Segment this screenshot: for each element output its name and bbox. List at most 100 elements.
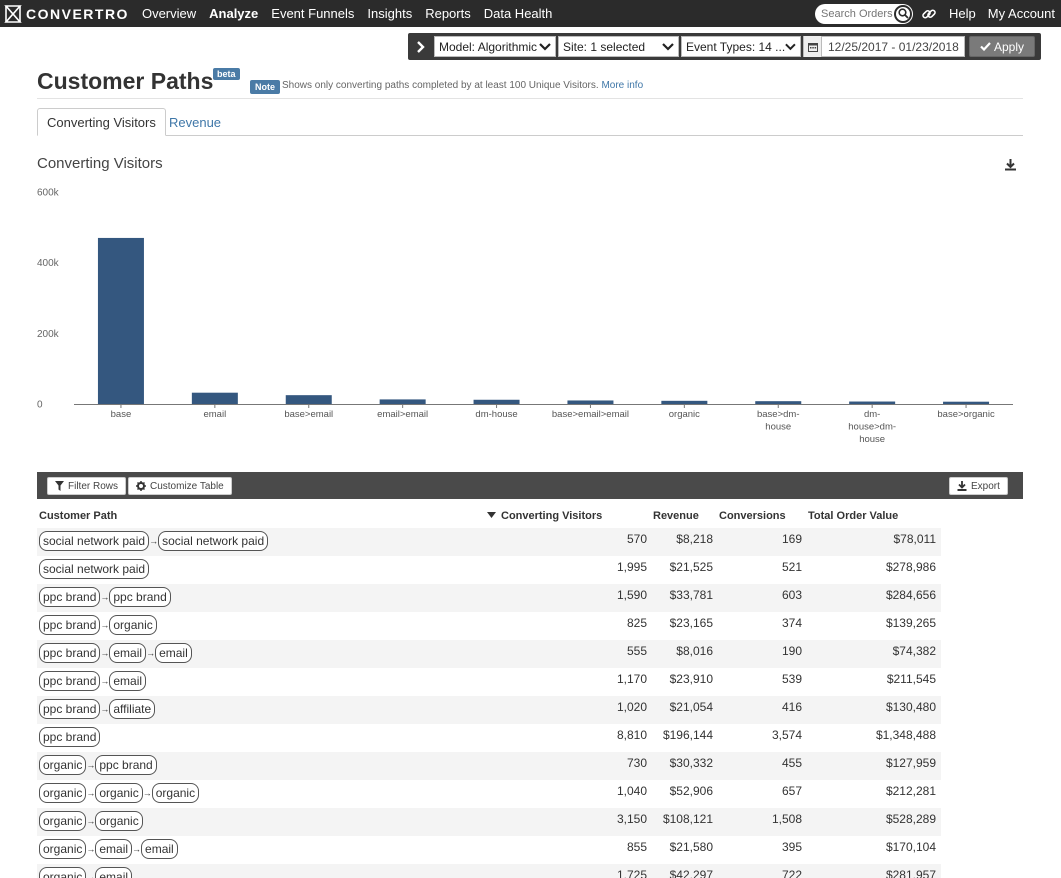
nav-data-health[interactable]: Data Health bbox=[483, 6, 553, 21]
brand-name: CONVERTRO bbox=[26, 5, 129, 22]
top-navigation: CONVERTRO Overview Analyze Event Funnels… bbox=[0, 0, 1061, 27]
table-row[interactable]: organic → ppc brand 730 $30,332 455 $127,959 bbox=[37, 752, 941, 780]
logo[interactable]: CONVERTRO bbox=[4, 4, 129, 24]
nav-reports[interactable]: Reports bbox=[425, 6, 471, 21]
cell-visitors: 3,150 bbox=[616, 812, 647, 826]
path-step-chip: social network paid bbox=[39, 531, 150, 551]
nav-analyze[interactable]: Analyze bbox=[209, 6, 259, 21]
path-step-chip: organic bbox=[39, 783, 87, 803]
customize-table-button[interactable]: Customize Table bbox=[128, 477, 232, 495]
x-tick-label: base>email>email bbox=[552, 409, 629, 420]
gear-icon bbox=[136, 481, 146, 491]
path-arrow-icon: → bbox=[100, 676, 110, 686]
cell-order-value: $528,289 bbox=[885, 812, 936, 826]
chart-bar bbox=[379, 399, 426, 404]
download-icon[interactable] bbox=[1004, 158, 1017, 171]
column-header-customer-path[interactable]: Customer Path bbox=[39, 510, 118, 522]
path-step-chip: email bbox=[155, 643, 192, 663]
table-row[interactable]: ppc brand → organic 825 $23,165 374 $139,265 bbox=[37, 612, 941, 640]
search-input[interactable] bbox=[821, 7, 894, 20]
chart-title: Converting Visitors bbox=[37, 155, 163, 172]
cell-conversions: 1,508 bbox=[771, 812, 802, 826]
more-info-link[interactable]: More info bbox=[601, 80, 644, 91]
nav-insights[interactable]: Insights bbox=[367, 6, 413, 21]
x-tick-label: dm-house bbox=[475, 409, 517, 420]
column-header-conversions[interactable]: Conversions bbox=[719, 510, 786, 522]
nav-help[interactable]: Help bbox=[949, 6, 976, 21]
customize-table-label: Customize Table bbox=[150, 480, 224, 492]
download-icon bbox=[957, 481, 967, 491]
cell-visitors: 1,040 bbox=[616, 784, 647, 798]
table-row[interactable]: ppc brand → email → email 555 $8,016 190 $74,382 bbox=[37, 640, 941, 668]
table-row[interactable]: organic → organic → organic 1,040 $52,906 657 $2… bbox=[37, 780, 941, 808]
export-button[interactable]: Export bbox=[949, 477, 1008, 495]
chart-bar bbox=[97, 237, 144, 404]
note-message: Shows only converting paths completed by… bbox=[282, 80, 599, 91]
cell-order-value: $284,656 bbox=[885, 588, 936, 602]
column-header-revenue[interactable]: Revenue bbox=[653, 510, 699, 522]
chart-bar bbox=[191, 392, 238, 404]
nav-event-funnels[interactable]: Event Funnels bbox=[271, 6, 355, 21]
path-step-chip: ppc brand bbox=[39, 643, 101, 663]
path-step-chip: email bbox=[95, 867, 133, 878]
x-tick-label: house bbox=[765, 422, 791, 433]
table-row[interactable]: ppc brand → affiliate 1,020 $21,054 416 $130,4… bbox=[37, 696, 941, 724]
cell-conversions: 603 bbox=[781, 588, 802, 602]
apply-button[interactable]: Apply bbox=[969, 36, 1035, 57]
path-step-chip: organic bbox=[151, 783, 200, 803]
cell-revenue: $8,016 bbox=[676, 644, 713, 658]
cell-conversions: 416 bbox=[781, 700, 802, 714]
date-range-value: 12/25/2017 - 01/23/2018 bbox=[828, 39, 959, 54]
y-tick-label: 0 bbox=[37, 400, 43, 411]
table-row[interactable]: organic → email 1,725 $42,297 722 $281,957 bbox=[37, 864, 941, 878]
table-row[interactable]: ppc brand 8,810 $196,144 3,574 $1,348,488 bbox=[37, 724, 941, 752]
path-arrow-icon: → bbox=[146, 648, 156, 658]
chart-bar bbox=[285, 395, 332, 404]
column-header-total-order-value[interactable]: Total Order Value bbox=[808, 510, 899, 522]
cell-visitors: 855 bbox=[626, 840, 647, 854]
path-arrow-icon: → bbox=[86, 872, 96, 878]
customer-path: social network paid bbox=[39, 557, 150, 581]
x-tick-label: base>organic bbox=[937, 409, 995, 420]
search-icon[interactable] bbox=[894, 4, 913, 23]
filter-bar-toggle[interactable] bbox=[408, 33, 434, 60]
filter-rows-label: Filter Rows bbox=[68, 480, 119, 492]
cell-order-value: $170,104 bbox=[885, 840, 936, 854]
table-row[interactable]: organic → email → email 855 $21,580 395 $170,104 bbox=[37, 836, 941, 864]
chart-bar bbox=[473, 399, 520, 404]
table-row[interactable]: social network paid 1,995 $21,525 521 $278,9… bbox=[37, 556, 941, 584]
chart-bar bbox=[943, 401, 990, 404]
table-row[interactable]: ppc brand → email 1,170 $23,910 539 $211,545 bbox=[37, 668, 941, 696]
chart-bar bbox=[661, 400, 708, 404]
event-types-select[interactable]: Event Types: 14 ... bbox=[681, 36, 801, 57]
cell-order-value: $281,957 bbox=[885, 868, 936, 878]
filter-rows-button[interactable]: Filter Rows bbox=[47, 477, 127, 495]
site-select[interactable]: Site: 1 selected bbox=[558, 36, 679, 57]
column-header-converting-visitors[interactable]: Converting Visitors bbox=[487, 510, 602, 522]
cell-visitors: 825 bbox=[626, 616, 647, 630]
link-icon[interactable] bbox=[921, 6, 937, 22]
chevron-down-icon bbox=[785, 43, 796, 50]
nav-my-account[interactable]: My Account bbox=[987, 6, 1055, 21]
checkmark-icon bbox=[980, 42, 991, 51]
tab-revenue[interactable]: Revenue bbox=[169, 114, 222, 130]
table-row[interactable]: ppc brand → ppc brand 1,590 $33,781 603 $284,6… bbox=[37, 584, 941, 612]
nav-overview[interactable]: Overview bbox=[141, 6, 197, 21]
x-tick-label: base>email bbox=[284, 409, 333, 420]
cell-order-value: $212,281 bbox=[885, 784, 936, 798]
chart-bar bbox=[755, 401, 802, 404]
path-arrow-icon: → bbox=[100, 592, 110, 602]
customer-path: ppc brand → organic bbox=[39, 613, 157, 637]
cell-visitors: 570 bbox=[626, 532, 647, 546]
table-row[interactable]: organic → organic 3,150 $108,121 1,508 $528,28… bbox=[37, 808, 941, 836]
table-row[interactable]: social network paid → social network paid 5… bbox=[37, 528, 941, 556]
note-text: Shows only converting paths completed by… bbox=[282, 80, 643, 91]
date-range-picker[interactable]: 12/25/2017 - 01/23/2018 bbox=[803, 36, 965, 57]
customer-path: social network paid → social network paid bbox=[39, 529, 269, 553]
model-select[interactable]: Model: Algorithmic bbox=[434, 36, 556, 57]
cell-visitors: 1,170 bbox=[616, 672, 647, 686]
bar-chart: 0 200k 400k 600k base email base>email email>em… bbox=[37, 188, 1013, 445]
path-step-chip: ppc brand bbox=[39, 587, 101, 607]
y-tick-label: 600k bbox=[37, 188, 60, 199]
tab-converting-visitors[interactable]: Converting Visitors bbox=[37, 108, 166, 136]
